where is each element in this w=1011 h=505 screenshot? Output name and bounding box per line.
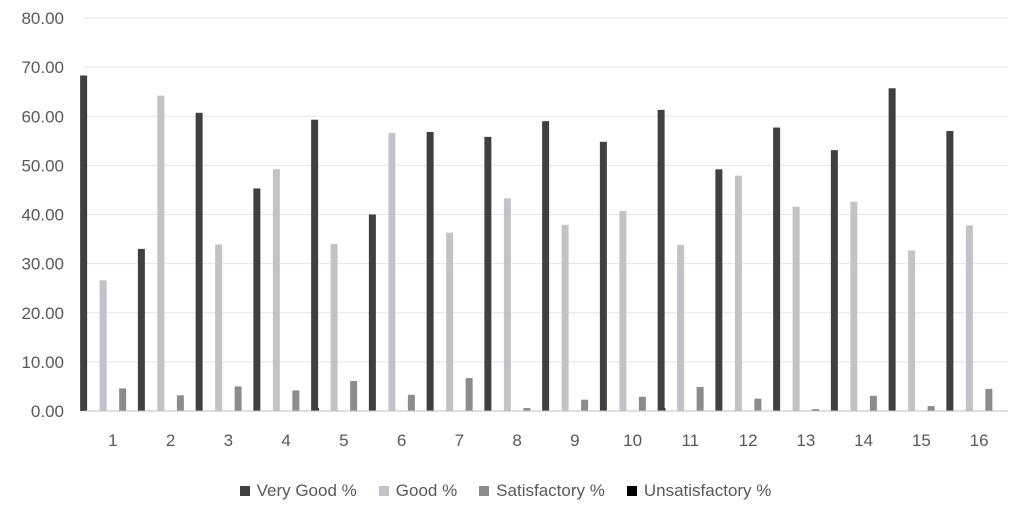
bar-satisfactory [234, 386, 242, 411]
bar-satisfactory [869, 395, 877, 411]
bar-very-good [599, 141, 607, 412]
bar-good [619, 211, 627, 411]
legend-label: Unsatisfactory % [643, 481, 772, 500]
bar-good [792, 206, 800, 411]
legend-item: Very Good % [239, 481, 357, 501]
bar-very-good [946, 130, 954, 412]
x-tick-label: 12 [739, 431, 758, 450]
x-tick-label: 5 [339, 431, 348, 450]
legend-label: Satisfactory % [496, 481, 605, 500]
bar-very-good [830, 150, 838, 412]
x-tick-label: 14 [854, 431, 873, 450]
x-tick-label: 7 [455, 431, 464, 450]
x-tick-label: 15 [912, 431, 931, 450]
x-tick-label: 16 [970, 431, 989, 450]
bar-good [734, 175, 742, 411]
legend-item: Satisfactory % [479, 481, 605, 501]
x-tick-label: 10 [623, 431, 642, 450]
legend-item: Good % [378, 481, 458, 501]
bar-satisfactory [985, 388, 993, 411]
x-tick-label: 11 [682, 431, 700, 450]
bar-satisfactory [350, 381, 358, 411]
legend-label: Good % [395, 481, 458, 500]
y-tick-label: 0.00 [31, 402, 64, 421]
bar-satisfactory [119, 388, 127, 411]
bar-good [446, 232, 454, 411]
legend-swatch [239, 486, 250, 496]
x-tick-label: 13 [796, 431, 815, 450]
bar-very-good [657, 109, 665, 412]
x-tick-label: 9 [570, 431, 579, 450]
bar-very-good [888, 88, 896, 411]
y-tick-label: 60.00 [21, 107, 64, 126]
bar-very-good [426, 131, 434, 411]
bar-very-good [368, 214, 376, 411]
bar-good [850, 201, 858, 411]
bar-good [157, 95, 165, 412]
bar-good [215, 244, 223, 411]
bar-satisfactory [292, 390, 300, 411]
legend-swatch [378, 486, 389, 496]
bar-good [561, 224, 569, 411]
bar-good [677, 244, 685, 411]
bar-good [330, 243, 338, 411]
x-tick-label: 3 [224, 431, 233, 450]
bar-good [272, 169, 280, 411]
bar-very-good [137, 248, 145, 411]
bar-good [99, 280, 107, 411]
bar-satisfactory [465, 378, 473, 411]
y-tick-label: 70.00 [21, 58, 64, 77]
legend-swatch [626, 486, 637, 496]
bar-satisfactory [581, 399, 589, 411]
bar-satisfactory [638, 396, 646, 411]
bar-satisfactory [407, 394, 415, 411]
legend-item: Unsatisfactory % [626, 481, 772, 501]
y-tick-label: 40.00 [21, 206, 64, 225]
y-tick-label: 80.00 [21, 9, 64, 28]
bar-satisfactory [927, 406, 935, 411]
x-axis-ticks: 1 2 3 4 5 6 7 8 9 10 11 12 13 14 15 16 [108, 431, 988, 450]
x-tick-label: 6 [397, 431, 406, 450]
bar-very-good [773, 127, 781, 411]
y-tick-label: 20.00 [21, 304, 64, 323]
y-tick-label: 30.00 [21, 255, 64, 274]
bar-satisfactory [176, 395, 184, 411]
x-tick-label: 4 [281, 431, 290, 450]
bars [80, 75, 993, 412]
bar-good [908, 250, 916, 411]
y-tick-label: 10.00 [21, 353, 64, 372]
bar-good [388, 132, 396, 411]
bar-good [965, 225, 973, 411]
x-tick-label: 8 [512, 431, 521, 450]
y-tick-label: 50.00 [21, 156, 64, 175]
bar-very-good [80, 75, 88, 411]
bar-very-good [484, 136, 492, 411]
legend-swatch [479, 486, 490, 496]
bar-good [503, 198, 511, 411]
bar-very-good [542, 121, 550, 411]
bar-very-good [195, 112, 203, 411]
y-axis-ticks: 0.00 10.00 20.00 30.00 40.00 50.00 60.00 70.00 8… [21, 9, 64, 421]
bar-satisfactory [754, 398, 762, 411]
bar-satisfactory [696, 386, 704, 411]
bar-very-good [311, 119, 319, 411]
bar-very-good [253, 188, 261, 411]
bar-very-good [715, 169, 723, 411]
legend-label: Very Good % [256, 481, 357, 500]
bar-satisfactory [523, 408, 531, 411]
bar-satisfactory [812, 409, 820, 411]
x-tick-label: 2 [166, 431, 175, 450]
x-tick-label: 1 [108, 431, 117, 450]
legend: Very Good % Good % Satisfactory % Unsatisfa… [0, 478, 1011, 504]
